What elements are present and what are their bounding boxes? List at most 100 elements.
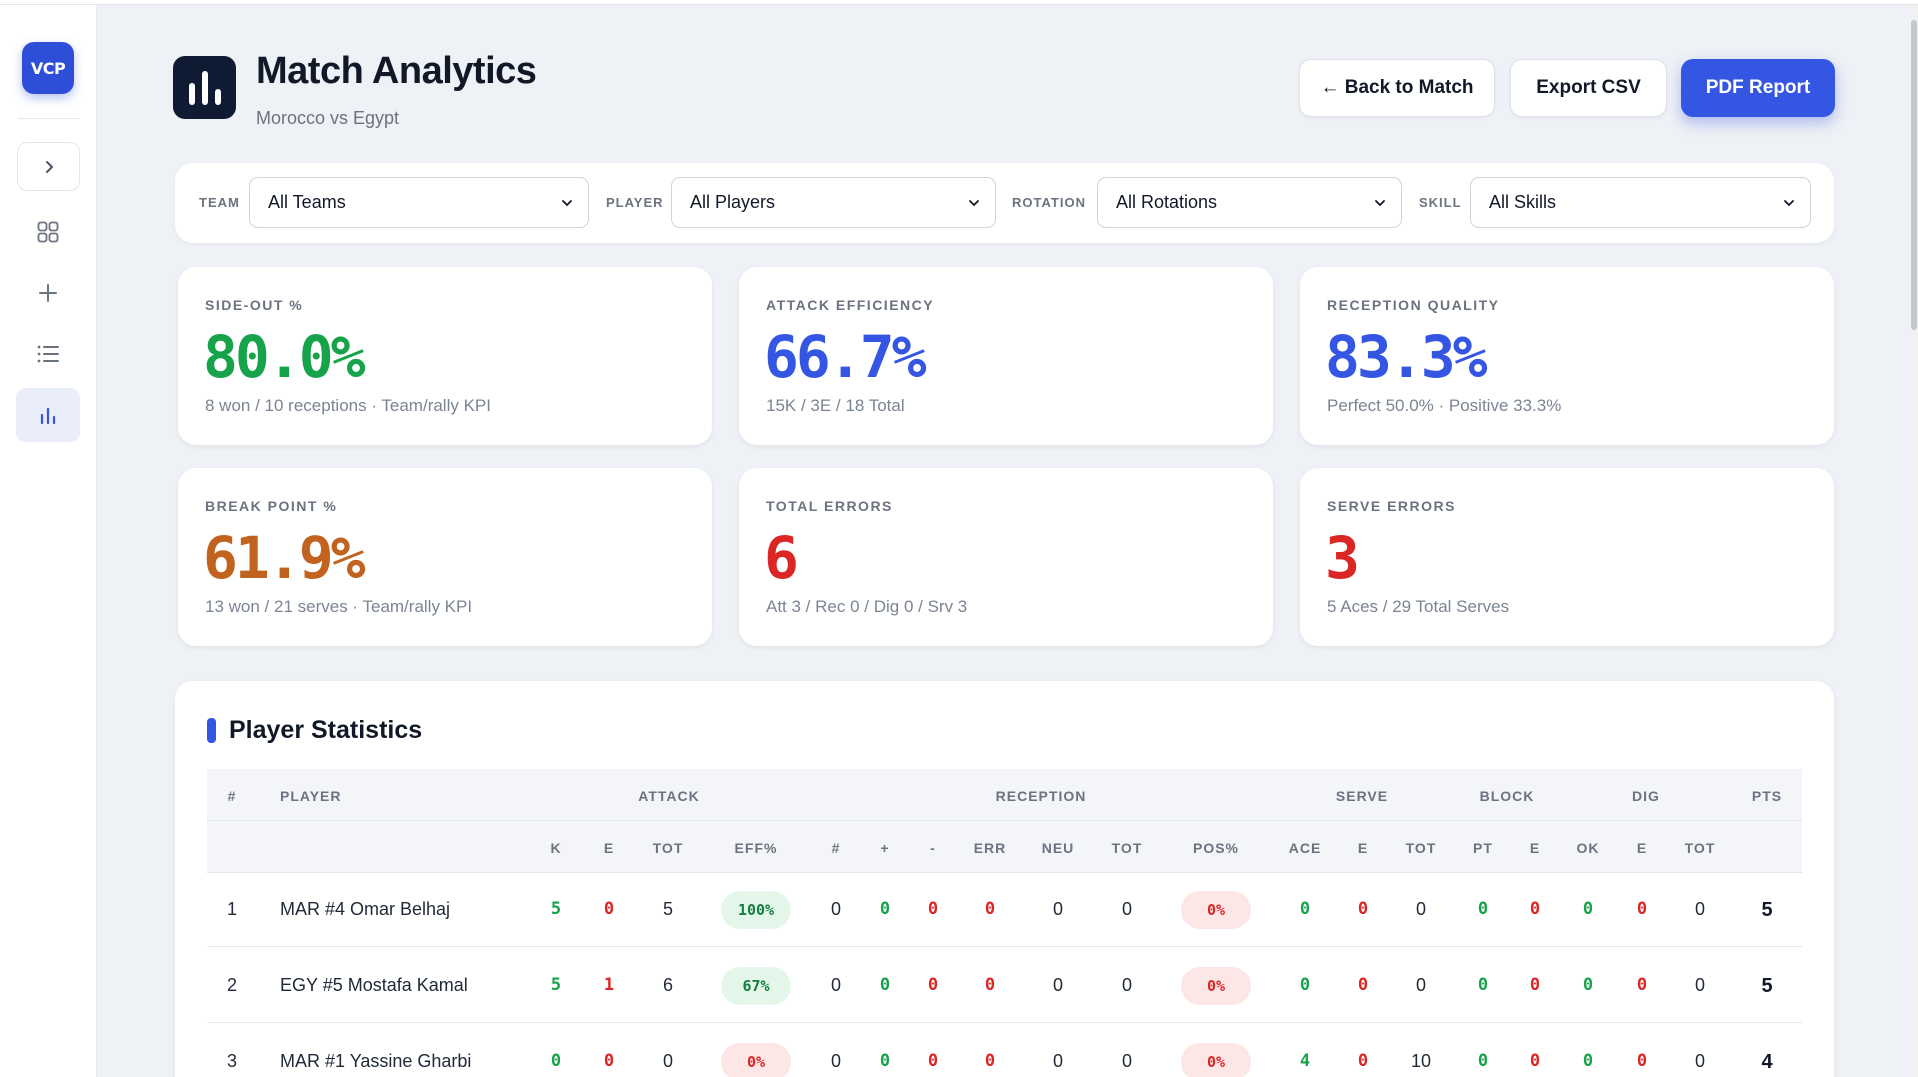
team-select[interactable]: All Teams: [249, 177, 589, 228]
stat-cell: 0: [879, 975, 891, 995]
stat-cell: 0: [1415, 899, 1427, 919]
stat-cell: 0: [1357, 1051, 1369, 1071]
back-to-match-button[interactable]: ← Back to Match: [1299, 59, 1495, 117]
col-subheader: E: [1529, 840, 1541, 856]
skill-select[interactable]: All Skills: [1470, 177, 1811, 228]
sidebar-item-list[interactable]: [16, 327, 80, 381]
stat-cell: 0: [984, 899, 996, 919]
kpi-value: 6: [764, 524, 799, 592]
stat-cell: 0: [603, 1051, 615, 1071]
kpi-value: 61.9%: [203, 524, 366, 592]
col-subheader: TOT: [1111, 840, 1143, 856]
table-row[interactable]: 1 MAR #4 Omar Belhaj 5 0 5 100% 0 0 0 0 0 0 0% 0 0 0 0 0 0…: [207, 873, 1802, 947]
sidebar-item-new[interactable]: [16, 266, 80, 320]
kpi-subtext: 15K / 3E / 18 Total: [766, 396, 905, 415]
kpi-subtext: 5 Aces / 29 Total Serves: [1327, 597, 1510, 616]
col-subheader: +: [880, 840, 890, 856]
top-edge: [0, 0, 1918, 5]
page-subtitle: Morocco vs Egypt: [256, 108, 400, 128]
pdf-report-button[interactable]: PDF Report: [1681, 59, 1835, 117]
stat-cell: 0: [1477, 899, 1489, 919]
sidebar-expand-button[interactable]: [17, 142, 80, 191]
col-group-dig: DIG: [1632, 788, 1660, 804]
stat-cell: 0: [1121, 975, 1133, 995]
col-header-player: PLAYER: [280, 788, 342, 804]
percent-badge: 67%: [721, 967, 791, 1005]
stat-cell: 0: [1636, 975, 1648, 995]
app-logo[interactable]: VCP: [22, 42, 74, 94]
stat-cell: 0: [879, 1051, 891, 1071]
stat-cell: 0: [1357, 975, 1369, 995]
stat-cell: 0: [1694, 975, 1706, 995]
kpi-value: 3: [1325, 524, 1360, 592]
plus-icon: [39, 284, 57, 302]
stat-cell: 0: [1529, 1051, 1541, 1071]
kpi-value: 80.0%: [203, 323, 366, 391]
team-filter-label: TEAM: [199, 195, 240, 210]
table-group-header: # PLAYER ATTACK RECEPTION SERVE BLOCK DI…: [207, 769, 1802, 821]
stat-cell: 0: [662, 1051, 674, 1071]
stat-cell: 0: [550, 1051, 562, 1071]
stat-cell: 0: [1694, 899, 1706, 919]
player-select[interactable]: All Players: [671, 177, 996, 228]
filter-bar: TEAM All Teams PLAYER All Players ROTATI…: [175, 163, 1834, 243]
col-subheader: E: [603, 840, 615, 856]
stat-cell: 0: [927, 899, 939, 919]
percent-badge: 0%: [721, 1043, 791, 1077]
col-group-serve: SERVE: [1335, 788, 1389, 804]
col-subheader: OK: [1576, 840, 1600, 856]
kpi-label: SIDE-OUT %: [205, 297, 304, 313]
player-statistics-card: Player Statistics # PLAYER ATTACK RECEPT…: [175, 681, 1834, 1077]
player-name: EGY #5 Mostafa Kamal: [280, 975, 468, 995]
player-name: MAR #1 Yassine Gharbi: [280, 1051, 472, 1071]
col-subheader: PT: [1473, 840, 1493, 856]
stat-cell: 10: [1410, 1051, 1432, 1071]
kpi-subtext: 13 won / 21 serves · Team/rally KPI: [205, 597, 473, 616]
stat-cell: 0: [1694, 1051, 1706, 1071]
stat-cell: 4: [1299, 1051, 1311, 1071]
stat-cell: 0: [830, 975, 842, 995]
stat-cell: 0: [984, 975, 996, 995]
stat-cell: 6: [662, 975, 674, 995]
stat-cell: 0: [1636, 899, 1648, 919]
row-number: 1: [226, 899, 238, 919]
page-scrollbar-thumb[interactable]: [1911, 20, 1917, 330]
rotation-select[interactable]: All Rotations: [1097, 177, 1402, 228]
col-subheader: TOT: [652, 840, 684, 856]
rotation-filter-label: ROTATION: [1012, 195, 1086, 210]
chevron-right-icon: [45, 160, 53, 173]
stat-cell: 1: [603, 975, 615, 995]
stat-cell: 5: [662, 899, 674, 919]
page-scrollbar[interactable]: [1910, 5, 1918, 1077]
skill-filter-label: SKILL: [1419, 195, 1462, 210]
row-number: 3: [226, 1051, 238, 1071]
stat-cell: 0: [603, 899, 615, 919]
points-cell: 5: [1761, 975, 1773, 997]
stat-cell: 0: [1299, 975, 1311, 995]
table-sub-header: K E TOT EFF% # + - ERR NEU TOT POS% ACE E TOT PT E OK E TO…: [207, 821, 1802, 873]
stat-cell: 0: [830, 1051, 842, 1071]
kpi-label: TOTAL ERRORS: [766, 498, 893, 514]
col-subheader: K: [550, 840, 562, 856]
stat-cell: 0: [1052, 899, 1064, 919]
table-row[interactable]: 2 EGY #5 Mostafa Kamal 5 1 6 67% 0 0 0 0 0 0 0% 0 0 0 0 0…: [207, 949, 1802, 1023]
stat-cell: 0: [1582, 1051, 1594, 1071]
stat-cell: 0: [1357, 899, 1369, 919]
stat-cell: 0: [1582, 975, 1594, 995]
sidebar-item-dashboard[interactable]: [16, 205, 80, 259]
player-select-value: All Players: [690, 192, 776, 212]
stat-cell: 0: [1477, 975, 1489, 995]
kpi-value: 66.7%: [764, 323, 927, 391]
kpi-card-reception-quality: RECEPTION QUALITY 83.3% Perfect 50.0% · …: [1300, 267, 1834, 445]
stat-cell: 0: [1415, 975, 1427, 995]
col-header-num: #: [227, 788, 237, 804]
stat-cell: 0: [1529, 899, 1541, 919]
percent-badge: 0%: [1181, 891, 1251, 929]
skill-select-value: All Skills: [1489, 192, 1557, 212]
export-csv-button[interactable]: Export CSV: [1510, 59, 1667, 117]
stat-cell: 0: [1529, 975, 1541, 995]
table-row[interactable]: 3 MAR #1 Yassine Gharbi 0 0 0 0% 0 0 0 0 0 0 0% 4 0 10 0…: [207, 1025, 1802, 1077]
kpi-value: 83.3%: [1325, 323, 1488, 391]
col-subheader: TOT: [1405, 840, 1437, 856]
sidebar-item-analytics[interactable]: [16, 388, 80, 442]
